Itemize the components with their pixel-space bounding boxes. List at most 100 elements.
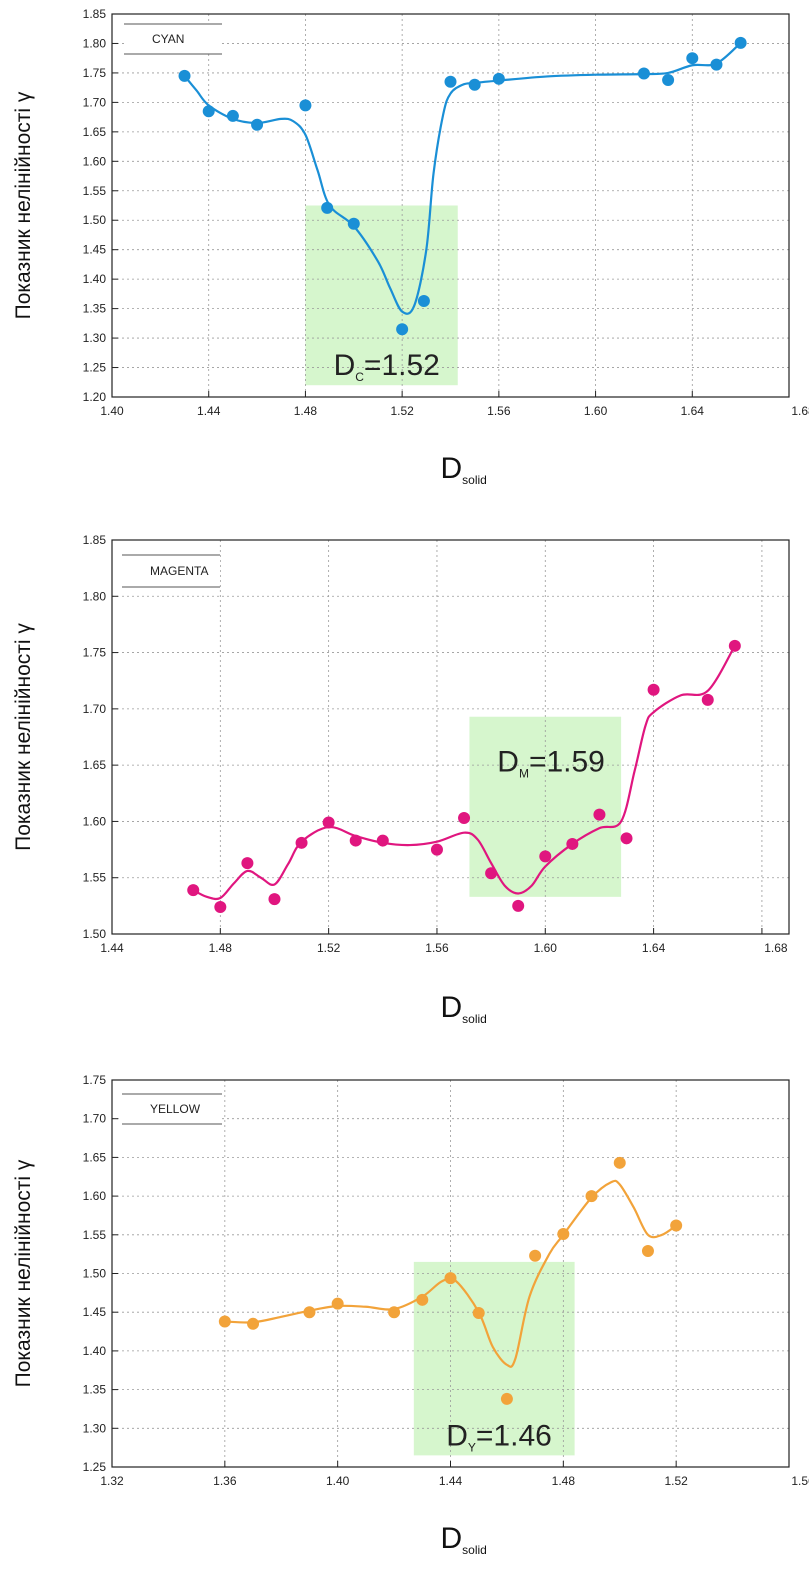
data-point [539,850,552,863]
chart-panel-magenta: 1.44 1.48 1.52 1.56 1.60 1.64 1.68 1.50 1.55 1.60… [0,525,809,1055]
data-point [417,294,430,307]
x-tick-label: 1.56 [425,941,449,955]
y-tick-label: 1.70 [83,95,107,109]
data-point [686,52,699,65]
y-tick-label: 1.40 [83,1344,107,1358]
fit-curve [192,645,736,901]
data-point [178,69,191,82]
data-point [444,1272,457,1285]
x-axis-title: Dsolid [441,991,487,1026]
x-axis-title: Dsolid [441,452,487,487]
fit-curve [183,42,742,315]
data-point [613,1156,626,1169]
data-point [557,1228,570,1241]
annotation-label: DY=1.46 [446,1419,552,1454]
y-tick-label: 1.85 [83,7,107,21]
y-tick-label: 1.70 [83,702,107,716]
x-tick-label: 1.32 [100,1474,124,1488]
data-point [347,217,360,230]
y-tick-label: 1.30 [83,331,107,345]
annotation-value: =1.46 [476,1419,552,1452]
annotation-symbol: D [446,1419,468,1452]
y-tick-label: 1.50 [83,213,107,227]
data-point [322,816,335,829]
x-axis-title: Dsolid [441,1522,487,1557]
x-tick-label: 1.64 [642,941,666,955]
data-point [331,1297,344,1310]
data-point [647,683,660,696]
x-tick-label: 1.48 [209,941,233,955]
data-point [226,109,239,122]
y-tick-label: 1.80 [83,589,107,603]
chart-panel-yellow: 1.32 1.36 1.40 1.44 1.48 1.52 1.56 1.25 1.30 1.35… [0,1068,809,1570]
data-point [376,834,389,847]
legend-box [122,1092,222,1122]
data-point [268,893,281,906]
data-point [458,812,471,825]
highlight-region [305,205,458,386]
annotation-subscript: Y [468,1440,476,1454]
data-point [349,834,362,847]
y-tick-label: 1.35 [83,302,107,316]
y-tick-label: 1.70 [83,1112,107,1126]
data-point [214,900,227,913]
highlight-region [413,1261,575,1456]
legend-label: MAGENTA [150,564,208,578]
x-tick-label: 1.48 [294,404,318,418]
data-point [529,1249,542,1262]
data-point [187,884,200,897]
x-tick-label: 1.44 [197,404,221,418]
data-point [251,118,264,131]
plot-frame [111,13,790,398]
y-tick-label: 1.75 [83,66,107,80]
x-axis-title-subscript: solid [462,473,487,487]
chart-magenta: 1.44 1.48 1.52 1.56 1.60 1.64 1.68 1.50 1.55 1.60… [12,533,790,1026]
data-point [485,867,498,880]
annotation-subscript: C [355,370,364,384]
data-point [396,323,409,336]
x-tick-label: 1.52 [317,941,341,955]
y-tick-label: 1.25 [83,361,107,375]
x-tick-label: 1.60 [534,941,558,955]
y-tick-label: 1.55 [83,871,107,885]
y-axis-title: Показник нелінійності γ [12,91,35,319]
data-point [670,1219,683,1232]
x-tick-label: 1.68 [764,941,788,955]
y-tick-label: 1.65 [83,1150,107,1164]
chart-panel-cyan: 1.40 1.44 1.48 1.52 1.56 1.60 1.64 1.68 1.20 1.25… [0,0,809,500]
data-point [701,693,714,706]
data-point [416,1293,429,1306]
annotation-label: DC=1.52 [334,349,440,384]
annotation-symbol: D [497,746,519,779]
data-point [388,1306,401,1319]
x-axis-title-main: D [441,452,463,485]
data-point [295,836,308,849]
data-point [492,72,505,85]
data-point [303,1306,316,1319]
y-axis-title: Показник нелінійності γ [12,623,35,851]
data-point [728,639,741,652]
y-tick-label: 1.45 [83,243,107,257]
data-point [218,1315,231,1328]
legend-label: CYAN [152,32,184,46]
y-tick-label: 1.50 [83,927,107,941]
data-point [566,837,579,850]
x-axis-title-main: D [441,991,463,1024]
x-tick-label: 1.48 [552,1474,576,1488]
data-point [247,1317,260,1330]
y-tick-label: 1.65 [83,758,107,772]
data-point [585,1190,598,1203]
y-tick-label: 1.50 [83,1267,107,1281]
chart-yellow: 1.32 1.36 1.40 1.44 1.48 1.52 1.56 1.25 1.30 1.35… [12,1073,809,1557]
data-point [468,78,481,91]
y-tick-label: 1.30 [83,1421,107,1435]
x-axis-title-subscript: solid [462,1543,487,1557]
annotation-subscript: M [519,767,529,781]
y-tick-label: 1.35 [83,1383,107,1397]
data-point [500,1392,513,1405]
annotation-symbol: D [334,349,356,382]
y-tick-label: 1.55 [83,184,107,198]
x-tick-label: 1.56 [487,404,511,418]
x-tick-label: 1.44 [439,1474,463,1488]
y-tick-label: 1.65 [83,125,107,139]
